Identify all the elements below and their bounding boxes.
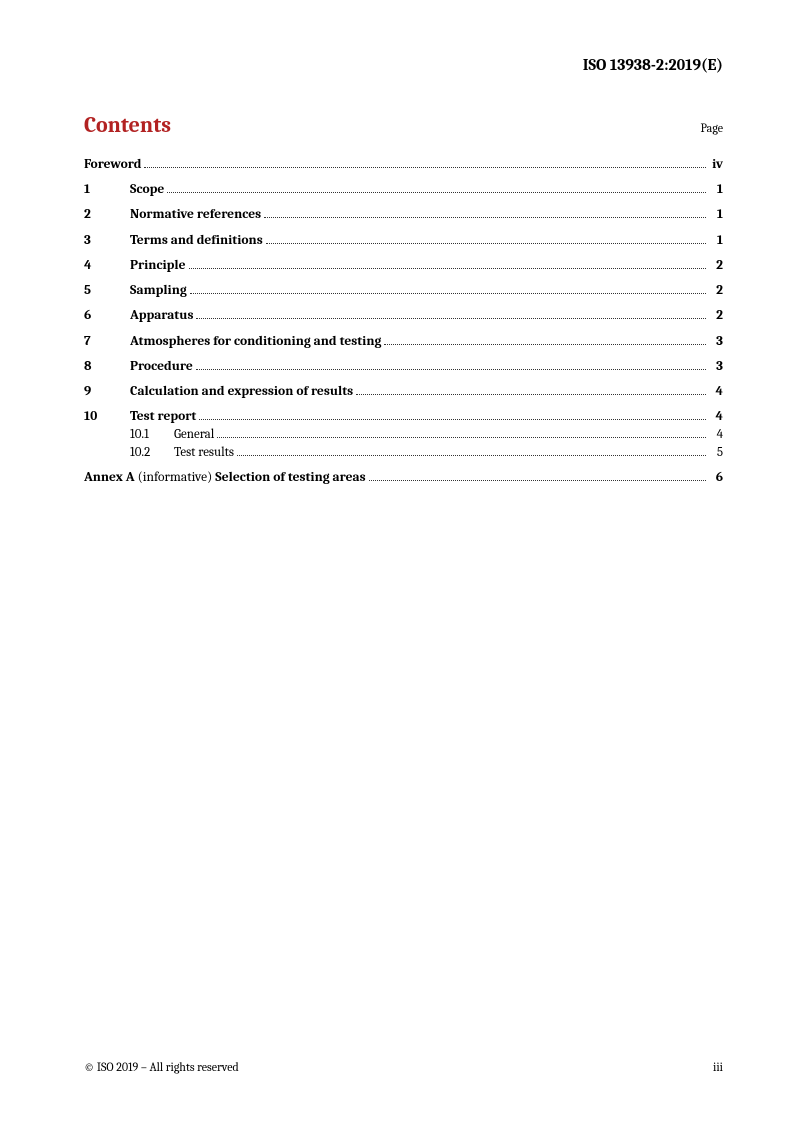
toc-page: 4 (709, 383, 723, 401)
toc-entry[interactable]: 2Normative references 1 (84, 206, 723, 224)
contents-title: Contents (84, 112, 171, 138)
toc-leader (190, 293, 706, 294)
toc-page: 6 (709, 469, 723, 487)
page-number: iii (713, 1060, 723, 1074)
toc-number: 8 (84, 358, 130, 376)
toc-number: 6 (84, 307, 130, 325)
toc-title: Foreword (84, 156, 141, 174)
toc-entry[interactable]: 3Terms and definitions 1 (84, 232, 723, 250)
toc-title: Sampling (130, 282, 187, 300)
toc-title: Apparatus (130, 307, 193, 325)
toc-entry-annex[interactable]: Annex A (informative) Selection of testi… (84, 469, 723, 487)
toc-number: 2 (84, 206, 130, 224)
toc-sub-title: General (174, 426, 214, 444)
toc-leader (384, 344, 706, 345)
toc-number: 5 (84, 282, 130, 300)
toc-entry[interactable]: 1Scope1 (84, 181, 723, 199)
toc-title: Atmospheres for conditioning and testing (130, 333, 381, 351)
toc-entry[interactable]: 7Atmospheres for conditioning and testin… (84, 333, 723, 351)
toc-number: 4 (84, 257, 130, 275)
toc-sub-title: Test results (174, 444, 234, 462)
toc-leader (369, 480, 706, 481)
toc-title: Principle (130, 257, 186, 275)
toc-leader (266, 243, 706, 244)
toc-leader (189, 268, 706, 269)
toc-page: 1 (709, 232, 723, 250)
page-footer: © ISO 2019 – All rights reserved iii (84, 1060, 723, 1074)
toc-page: iv (709, 156, 723, 174)
toc-entry[interactable]: 9Calculation and expression of results 4 (84, 383, 723, 401)
contents-heading-row: Contents Page (84, 112, 723, 138)
toc-entry[interactable]: 6Apparatus 2 (84, 307, 723, 325)
toc-leader (144, 167, 706, 168)
toc-title: Scope (130, 181, 164, 199)
toc-page: 1 (709, 206, 723, 224)
toc-entry[interactable]: 4Principle 2 (84, 257, 723, 275)
toc-number: 7 (84, 333, 130, 351)
toc-entry[interactable]: 5Sampling 2 (84, 282, 723, 300)
copyright-notice: © ISO 2019 – All rights reserved (84, 1060, 239, 1074)
toc-leader (217, 437, 706, 438)
toc-page: 2 (709, 257, 723, 275)
toc-sub-number: 10.2 (130, 444, 174, 462)
table-of-contents: Foreword iv 1Scope12Normative references… (84, 156, 723, 487)
toc-entry-foreword[interactable]: Foreword iv (84, 156, 723, 174)
toc-number: 1 (84, 181, 130, 199)
toc-subentry[interactable]: 10.1General 4 (130, 426, 723, 444)
toc-page: 5 (709, 444, 723, 462)
toc-number: 10 (84, 408, 130, 426)
toc-page: 2 (709, 282, 723, 300)
page-column-label: Page (701, 121, 723, 135)
toc-title: Procedure (130, 358, 193, 376)
toc-leader (264, 217, 706, 218)
toc-entry[interactable]: 8Procedure 3 (84, 358, 723, 376)
toc-number: 9 (84, 383, 130, 401)
toc-page: 1 (709, 181, 723, 199)
toc-annex-title: Annex A (informative) Selection of testi… (84, 469, 366, 487)
document-page: ISO 13938-2:2019(E) Contents Page Forewo… (0, 0, 793, 1122)
toc-title: Test report (130, 408, 196, 426)
toc-leader (196, 318, 706, 319)
toc-leader (167, 192, 706, 193)
toc-page: 3 (709, 358, 723, 376)
toc-sub-number: 10.1 (130, 426, 174, 444)
toc-leader (356, 394, 706, 395)
toc-subentry[interactable]: 10.2Test results 5 (130, 444, 723, 462)
toc-title: Normative references (130, 206, 261, 224)
toc-title: Calculation and expression of results (130, 383, 353, 401)
document-id-header: ISO 13938-2:2019(E) (84, 56, 723, 74)
toc-page: 4 (709, 408, 723, 426)
toc-page: 3 (709, 333, 723, 351)
toc-leader (237, 455, 706, 456)
toc-entry[interactable]: 10Test report 4 (84, 408, 723, 426)
toc-number: 3 (84, 232, 130, 250)
toc-leader (199, 419, 706, 420)
toc-title: Terms and definitions (130, 232, 263, 250)
toc-page: 2 (709, 307, 723, 325)
toc-leader (196, 369, 706, 370)
toc-page: 4 (709, 426, 723, 444)
